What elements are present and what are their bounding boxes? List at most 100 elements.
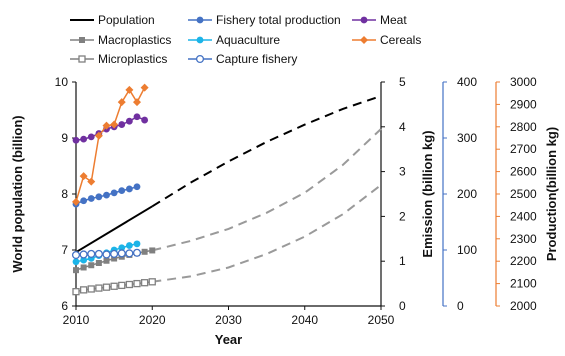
legend-label: Meat bbox=[380, 13, 407, 27]
series-group bbox=[71, 83, 382, 296]
legend-label: Fishery total production bbox=[216, 13, 341, 27]
data-point-macroplastics bbox=[141, 248, 148, 255]
data-point-capture-fishery bbox=[195, 54, 205, 64]
emission-tick-label: 1 bbox=[399, 254, 406, 268]
data-point-cereals bbox=[72, 197, 80, 206]
legend-label: Capture fishery bbox=[216, 52, 297, 66]
data-point-fishery-total-production bbox=[95, 193, 103, 201]
data-point-meat bbox=[87, 133, 95, 141]
production-tick-label: 2700 bbox=[510, 142, 537, 156]
fishery-tick-label: 100 bbox=[457, 243, 477, 257]
data-point-cereals bbox=[117, 98, 126, 107]
population-tick-label: 10 bbox=[55, 75, 69, 89]
legend-item-microplastics: Microplastics bbox=[70, 52, 167, 66]
production-tick-label: 2300 bbox=[510, 232, 537, 246]
data-point-aquaculture bbox=[133, 240, 141, 248]
data-point-microplastics bbox=[140, 279, 149, 287]
data-point-capture-fishery bbox=[79, 250, 88, 259]
data-point-meat bbox=[360, 16, 368, 24]
production-axis-title: Production(billion kg) bbox=[544, 127, 559, 261]
data-point-fishery-total-production bbox=[133, 183, 141, 191]
data-point-macroplastics bbox=[79, 37, 85, 43]
data-point-cereals bbox=[125, 85, 134, 94]
emission-tick-label: 0 bbox=[399, 299, 406, 313]
data-point-macroplastics bbox=[73, 267, 79, 274]
production-tick-label: 3000 bbox=[510, 75, 537, 89]
data-point-cereals bbox=[79, 172, 88, 181]
legend-item-meat: Meat bbox=[352, 13, 407, 27]
series-population bbox=[75, 95, 382, 254]
legend-label: Cereals bbox=[380, 33, 421, 47]
data-point-aquaculture bbox=[80, 256, 88, 264]
fishery-tick-label: 0 bbox=[457, 299, 464, 313]
data-point-capture-fishery bbox=[125, 249, 134, 258]
data-point-aquaculture bbox=[196, 36, 204, 44]
series-fishery-total-production bbox=[72, 183, 141, 208]
legend-item-population: Population bbox=[70, 13, 155, 27]
legend-item-aquaculture: Aquaculture bbox=[188, 33, 280, 47]
data-point-microplastics bbox=[148, 278, 156, 286]
legend-label: Population bbox=[98, 13, 155, 27]
data-point-capture-fishery bbox=[71, 250, 81, 260]
data-point-capture-fishery bbox=[94, 249, 103, 258]
data-point-microplastics bbox=[133, 279, 141, 288]
fishery-tick-label: 200 bbox=[457, 187, 477, 201]
data-point-aquaculture bbox=[72, 258, 80, 266]
production-tick-label: 2800 bbox=[510, 120, 537, 134]
data-point-cereals bbox=[140, 83, 149, 92]
data-point-capture-fishery bbox=[117, 249, 126, 258]
legend-item-capture-fishery: Capture fishery bbox=[188, 52, 297, 66]
legend-label: Macroplastics bbox=[98, 33, 171, 47]
data-point-macroplastics bbox=[111, 255, 118, 262]
data-point-macroplastics bbox=[88, 262, 95, 269]
production-tick-label: 2500 bbox=[510, 187, 537, 201]
data-point-fishery-total-production bbox=[103, 191, 110, 199]
data-point-macroplastics bbox=[149, 247, 156, 254]
data-point-capture-fishery bbox=[110, 249, 119, 258]
population-tick-label: 8 bbox=[61, 187, 68, 201]
data-point-capture-fishery bbox=[102, 250, 111, 259]
data-point-aquaculture bbox=[118, 244, 126, 252]
legend-item-macroplastics: Macroplastics bbox=[70, 33, 171, 47]
population-axis-title: World population (billion) bbox=[10, 115, 25, 272]
data-point-meat bbox=[141, 116, 149, 124]
production-tick-label: 2600 bbox=[510, 165, 537, 179]
data-point-microplastics bbox=[87, 285, 95, 293]
x-tick-label: 2040 bbox=[291, 313, 318, 327]
line-population bbox=[75, 205, 153, 254]
data-point-meat bbox=[72, 136, 80, 144]
data-point-macroplastics bbox=[95, 259, 102, 266]
series-cereals bbox=[72, 83, 149, 206]
x-tick-label: 2020 bbox=[139, 313, 166, 327]
fishery-tick-label: 300 bbox=[457, 131, 477, 145]
data-point-cereals bbox=[102, 121, 111, 130]
series-microplastics bbox=[72, 184, 382, 296]
data-point-fishery-total-production bbox=[196, 16, 204, 24]
data-point-microplastics bbox=[95, 284, 103, 292]
emission-tick-label: 3 bbox=[399, 165, 406, 179]
data-point-cereals bbox=[360, 36, 368, 44]
fishery-tick-label: 400 bbox=[457, 75, 477, 89]
data-point-capture-fishery bbox=[87, 249, 96, 258]
data-point-cereals bbox=[133, 98, 141, 107]
projection-line-population bbox=[151, 95, 382, 208]
data-point-microplastics bbox=[125, 280, 134, 289]
legend-item-cereals: Cereals bbox=[352, 33, 421, 47]
data-point-microplastics bbox=[110, 282, 118, 290]
data-point-microplastics bbox=[78, 55, 86, 63]
data-point-meat bbox=[80, 135, 88, 143]
production-tick-label: 2100 bbox=[510, 277, 537, 291]
production-tick-label: 2200 bbox=[510, 254, 537, 268]
data-point-cereals bbox=[94, 131, 103, 140]
projection-line-macroplastics bbox=[152, 128, 382, 252]
emission-tick-label: 4 bbox=[399, 120, 406, 134]
data-point-fishery-total-production bbox=[110, 189, 118, 197]
population-tick-label: 7 bbox=[61, 243, 68, 257]
x-tick-label: 2010 bbox=[63, 313, 90, 327]
data-point-aquaculture bbox=[125, 242, 133, 249]
data-point-fishery-total-production bbox=[80, 197, 88, 205]
data-point-cereals bbox=[110, 120, 119, 129]
